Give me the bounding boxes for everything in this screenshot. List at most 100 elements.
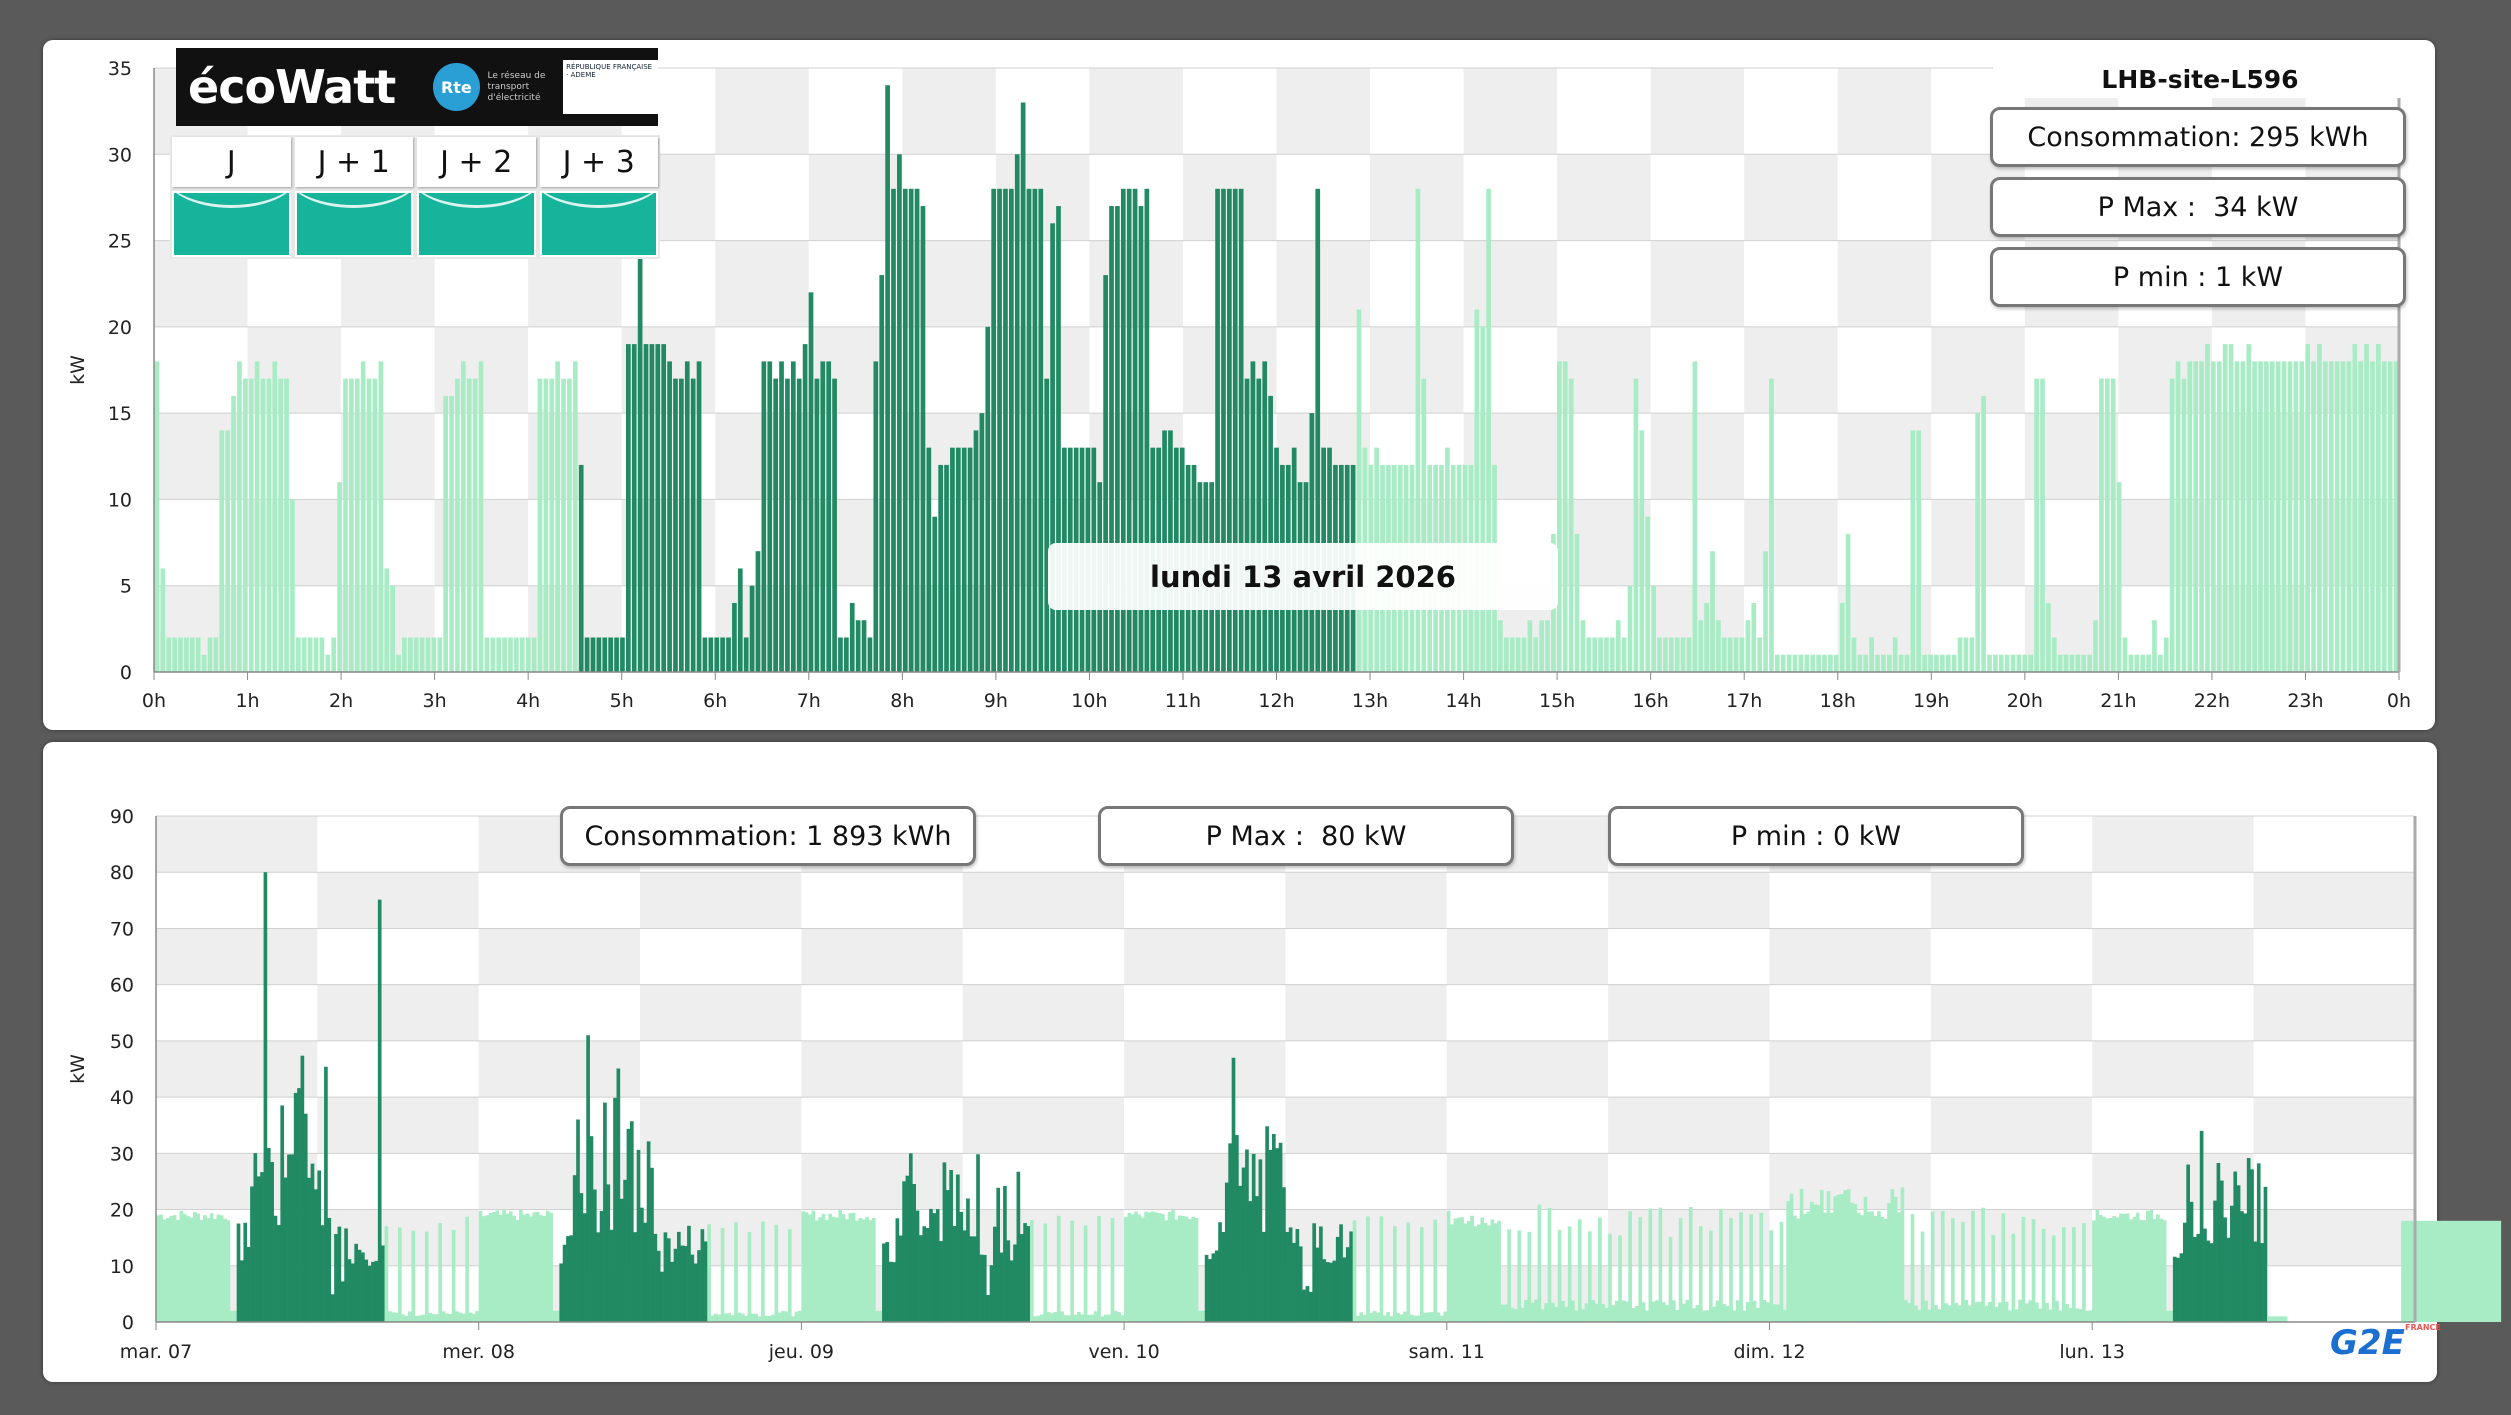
bar <box>1527 620 1533 672</box>
plot-band <box>317 1153 479 1210</box>
bar <box>779 361 784 672</box>
bar <box>737 1312 742 1322</box>
bar <box>619 1198 624 1322</box>
bar <box>1510 1307 1515 1322</box>
plot-band <box>1557 68 1651 155</box>
bar <box>1786 654 1792 672</box>
plot-band <box>1744 154 1838 241</box>
bar <box>1137 1214 1142 1322</box>
x-tick-label: 18h <box>1820 690 1856 712</box>
bar <box>243 1222 248 1322</box>
bar <box>2129 1219 2133 1322</box>
plot-band <box>1931 326 2025 414</box>
bar <box>1544 1303 1548 1322</box>
bar <box>1500 1304 1505 1322</box>
bar <box>2011 1233 2016 1322</box>
bar <box>1877 1211 1881 1322</box>
bar <box>196 1213 200 1322</box>
bar <box>2040 378 2045 672</box>
bar <box>1050 1313 1054 1322</box>
bar <box>160 568 166 672</box>
bar <box>956 1174 960 1322</box>
bar <box>1633 378 1639 672</box>
bar <box>1053 1312 1058 1322</box>
bar <box>1103 1314 1108 1322</box>
bar <box>2340 361 2346 672</box>
plot-band <box>801 928 963 985</box>
bar <box>1090 1314 1095 1322</box>
bar <box>2182 1222 2187 1322</box>
bar <box>603 1102 607 1322</box>
y-tick-label: 50 <box>110 1031 134 1053</box>
g2e-logo-text: G2E <box>2330 1323 2405 1363</box>
bar <box>908 188 914 673</box>
bar <box>1751 602 1757 672</box>
bar <box>1127 1212 1132 1322</box>
bar <box>2256 1163 2261 1322</box>
bar <box>663 1232 668 1322</box>
bar <box>1386 1312 1390 1322</box>
y-tick-label: 30 <box>108 144 132 166</box>
bar <box>2119 1213 2123 1322</box>
bar <box>525 637 531 672</box>
bar <box>1312 1223 1317 1322</box>
bar <box>2051 637 2057 672</box>
bar <box>989 1265 994 1322</box>
bar <box>2263 1186 2268 1322</box>
bar <box>391 1312 395 1322</box>
bar <box>1903 1300 1908 1322</box>
bar <box>2205 344 2210 672</box>
bar <box>213 1219 217 1322</box>
bar <box>1029 1220 1034 1322</box>
bar <box>354 1243 358 1322</box>
bar <box>714 1313 718 1322</box>
bar <box>443 395 449 672</box>
bar <box>2082 1223 2086 1322</box>
bar <box>1769 1230 1774 1322</box>
bar <box>2317 344 2322 672</box>
bar <box>2213 1200 2217 1322</box>
bar <box>1641 1302 1646 1322</box>
bar <box>1975 413 1981 672</box>
bar <box>592 1189 597 1322</box>
bar <box>2122 1213 2127 1322</box>
bar <box>2246 344 2252 672</box>
bar <box>2065 1304 2069 1322</box>
bar <box>242 378 248 672</box>
bar <box>414 1315 419 1322</box>
bar <box>2034 378 2039 672</box>
bar <box>1944 1303 1948 1322</box>
plot-band <box>1608 1097 1770 1154</box>
bar <box>914 188 920 673</box>
bar <box>172 1215 177 1322</box>
bar <box>690 1254 695 1322</box>
bar <box>784 1311 789 1322</box>
bar <box>2179 1253 2184 1322</box>
plot-band <box>317 816 479 873</box>
bar <box>584 637 590 672</box>
bar <box>643 344 649 672</box>
bar <box>1345 1247 1350 1322</box>
bar <box>2004 654 2010 672</box>
bar <box>437 637 443 672</box>
bar <box>1954 1302 1959 1322</box>
bar <box>419 637 425 672</box>
bar <box>1930 1211 1935 1322</box>
bar <box>932 516 938 672</box>
plot-band <box>902 68 996 155</box>
bar <box>2125 1213 2130 1322</box>
plot-band <box>1744 413 1838 500</box>
bar <box>1645 1310 1649 1322</box>
bar <box>1285 1231 1290 1322</box>
bar <box>1473 1226 1478 1322</box>
bar <box>950 447 955 672</box>
bar <box>1725 1305 1730 1322</box>
bar <box>1567 1226 1572 1322</box>
bar <box>179 1210 184 1322</box>
x-tick-label: dim. 12 <box>1733 1341 1805 1363</box>
bar <box>1845 533 1851 672</box>
bar <box>845 1219 849 1322</box>
bar <box>2222 344 2228 672</box>
bar <box>885 85 890 672</box>
bar <box>740 1313 745 1322</box>
